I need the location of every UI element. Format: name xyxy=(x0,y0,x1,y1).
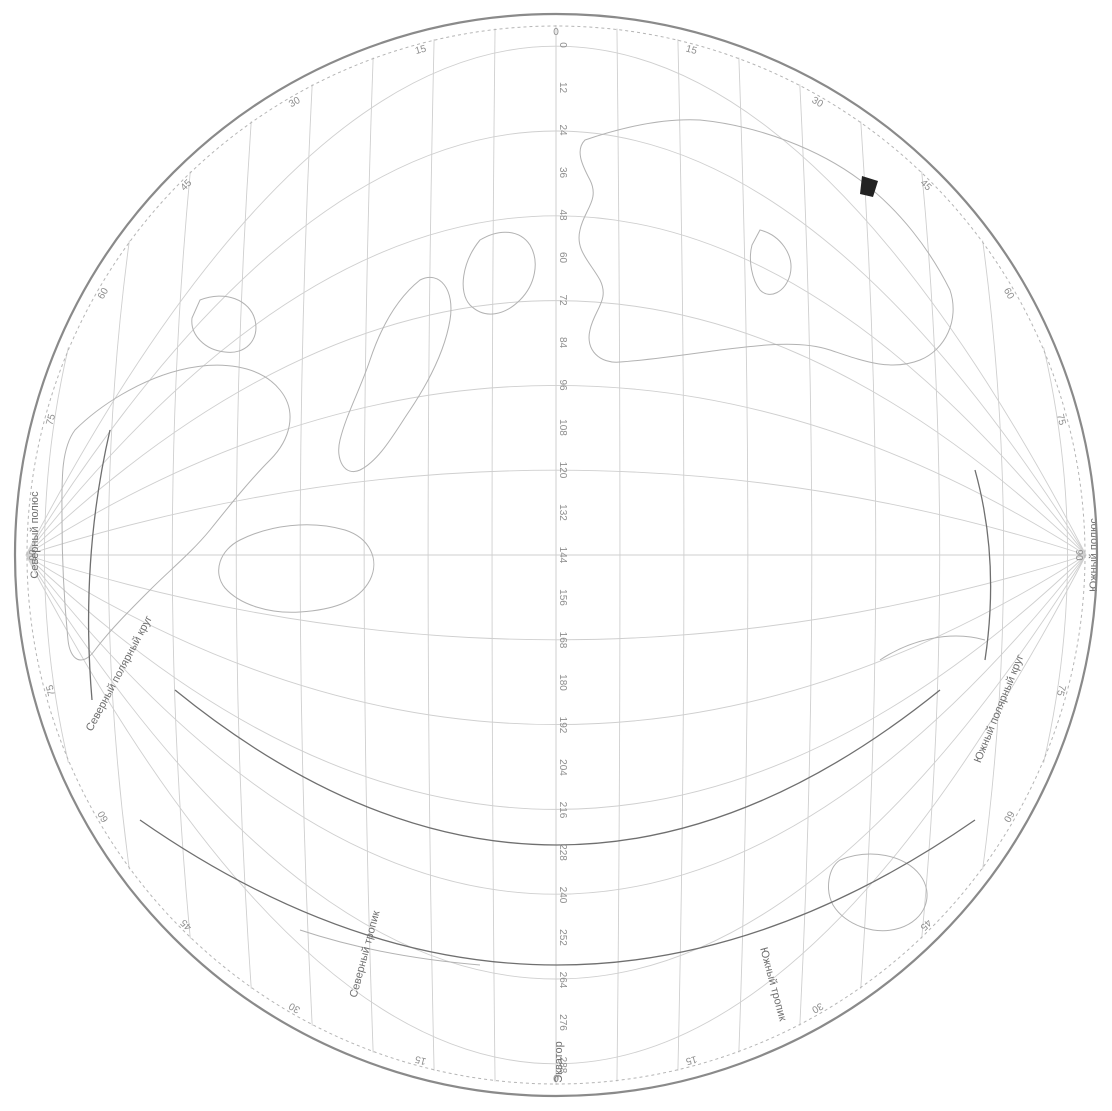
rim-label: 30 xyxy=(287,95,303,110)
graticule xyxy=(25,25,1087,1085)
label-arctic-circle: Северный полярный круг xyxy=(84,614,155,734)
meridian-label: 216 xyxy=(557,802,568,819)
parallel-line xyxy=(235,121,252,989)
meridian-label: 228 xyxy=(557,844,568,861)
meridian-label: 276 xyxy=(557,1014,568,1031)
meridian-label: 12 xyxy=(557,82,568,94)
label-tropic-north: Северный тропик xyxy=(348,909,383,999)
label-tropic-south: Южный тропик xyxy=(757,946,788,1023)
coastlines xyxy=(61,119,986,966)
label-equator: Экватор xyxy=(553,1041,565,1082)
rim-label: 30 xyxy=(810,95,826,110)
rim-label: 90 xyxy=(28,549,39,561)
rim-label: 30 xyxy=(809,1000,825,1015)
rim-label: 60 xyxy=(96,808,111,824)
rim-label: 45 xyxy=(179,177,195,193)
meridian-label: 0 xyxy=(557,42,568,48)
parallel-line xyxy=(860,121,877,989)
parallel-line xyxy=(738,57,749,1053)
antarctic-circle-line xyxy=(974,469,992,661)
parallel-line xyxy=(44,347,69,763)
ink-blot xyxy=(860,176,878,197)
meridian-label: 120 xyxy=(557,462,568,479)
rim-label: 45 xyxy=(918,178,934,194)
parallel-line xyxy=(921,171,941,939)
label-south-pole: Южный полюс xyxy=(1088,518,1100,592)
meridian-label: 288 xyxy=(557,1057,568,1074)
meridian-label: 72 xyxy=(557,294,568,306)
parallel-line xyxy=(299,84,313,1026)
rim-label: 0 xyxy=(553,1072,559,1083)
coastline-india xyxy=(749,229,792,295)
parallel-line xyxy=(982,240,1005,870)
parallel-line xyxy=(107,240,130,870)
rim-label: 15 xyxy=(414,1053,428,1067)
meridian-label: 48 xyxy=(557,209,568,221)
map-outer-rim xyxy=(13,12,1099,1098)
rim-label: 45 xyxy=(917,917,933,933)
coastline-south-america xyxy=(218,524,375,613)
parallel-line xyxy=(677,39,685,1071)
meridian-label: 264 xyxy=(557,972,568,989)
rim-label: 75 xyxy=(45,413,59,427)
rim-label: 75 xyxy=(1054,413,1068,427)
coastline-north-america xyxy=(61,364,291,661)
rim-label: 75 xyxy=(44,683,58,697)
parallel-line xyxy=(1043,347,1068,763)
meridian-label: 132 xyxy=(557,504,568,521)
label-antarctic-circle: Южный полярный круг xyxy=(972,653,1026,765)
rim-label: 45 xyxy=(178,916,194,932)
meridian-label: 156 xyxy=(557,589,568,606)
coastline-africa xyxy=(338,277,452,473)
rim-label: 60 xyxy=(96,286,111,302)
coastline-europe xyxy=(462,231,536,315)
parallel-line xyxy=(799,84,813,1026)
meridian-label: 60 xyxy=(557,252,568,264)
parallel-line xyxy=(491,28,496,1082)
rim-label: 90 xyxy=(1073,549,1084,561)
rim-label: 60 xyxy=(1001,809,1016,825)
equator-line xyxy=(139,819,976,966)
rim-label: 75 xyxy=(1054,683,1068,697)
rim-labels: 0 15 30 45 60 75 90 75 60 45 30 15 0 15 30 45 60 75 90 75 60… xyxy=(28,27,1084,1083)
label-north-pole: Северный полюс xyxy=(29,491,41,579)
coastline-greenland xyxy=(191,295,257,353)
parallel-line xyxy=(363,57,374,1053)
arctic-circle-line xyxy=(87,429,111,701)
tropic-line xyxy=(174,689,941,846)
meridian-label: 108 xyxy=(557,419,568,436)
rim-label: 60 xyxy=(1001,286,1016,302)
map-inner-rim xyxy=(26,25,1086,1085)
meridian-label: 96 xyxy=(557,379,568,391)
meridian-labels: 0 12 24 36 48 60 72 84 96 108 120 132 144 156 168 180 19… xyxy=(557,42,568,1074)
meridian-label: 168 xyxy=(557,632,568,649)
meridian-label: 144 xyxy=(557,547,568,564)
coastline-eurasia xyxy=(578,119,954,366)
parallel-line xyxy=(171,171,191,939)
meridian-label: 180 xyxy=(557,674,568,691)
meridian-label: 204 xyxy=(557,759,568,776)
coastline-australia xyxy=(828,853,928,932)
meridian-label: 240 xyxy=(557,887,568,904)
coastline-antarctica-edge xyxy=(299,635,986,966)
rim-label: 30 xyxy=(287,1000,303,1015)
rim-label: 15 xyxy=(684,1053,698,1067)
parallel-line xyxy=(427,39,435,1071)
rim-label: 0 xyxy=(553,27,559,38)
rim-label: 15 xyxy=(414,43,428,57)
meridian-label: 84 xyxy=(557,337,568,349)
meridian-label: 24 xyxy=(557,124,568,136)
parallel-line xyxy=(616,28,621,1082)
special-lines xyxy=(87,429,992,966)
meridian-label: 36 xyxy=(557,167,568,179)
meridian-label: 252 xyxy=(557,929,568,946)
meridian-label: 192 xyxy=(557,717,568,734)
rim-label: 15 xyxy=(684,44,698,58)
